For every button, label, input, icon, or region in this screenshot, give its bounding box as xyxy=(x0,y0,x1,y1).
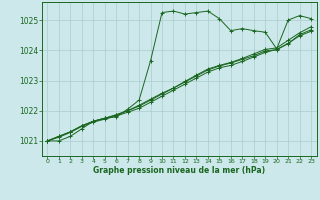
X-axis label: Graphe pression niveau de la mer (hPa): Graphe pression niveau de la mer (hPa) xyxy=(93,166,265,175)
